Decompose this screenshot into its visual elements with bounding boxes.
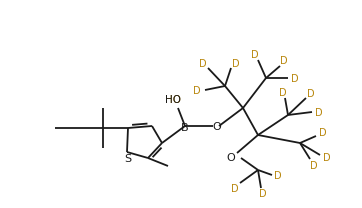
Text: D: D: [310, 161, 318, 171]
Text: D: D: [199, 59, 207, 69]
Text: D: D: [319, 128, 327, 138]
Text: D: D: [291, 74, 299, 84]
Text: D: D: [193, 86, 201, 96]
Text: HO: HO: [165, 95, 181, 105]
Text: D: D: [274, 171, 282, 181]
Text: D: D: [259, 189, 267, 199]
Text: D: D: [232, 59, 240, 69]
Text: O: O: [212, 122, 222, 132]
Text: D: D: [279, 88, 287, 98]
Text: D: D: [231, 184, 239, 194]
Text: HO: HO: [165, 95, 181, 105]
Text: S: S: [125, 154, 131, 164]
Text: D: D: [323, 153, 331, 163]
Text: B: B: [181, 123, 189, 133]
Text: D: D: [307, 89, 315, 99]
Text: D: D: [251, 50, 259, 60]
Text: D: D: [315, 108, 323, 118]
Text: O: O: [227, 153, 235, 163]
Text: D: D: [280, 56, 288, 66]
